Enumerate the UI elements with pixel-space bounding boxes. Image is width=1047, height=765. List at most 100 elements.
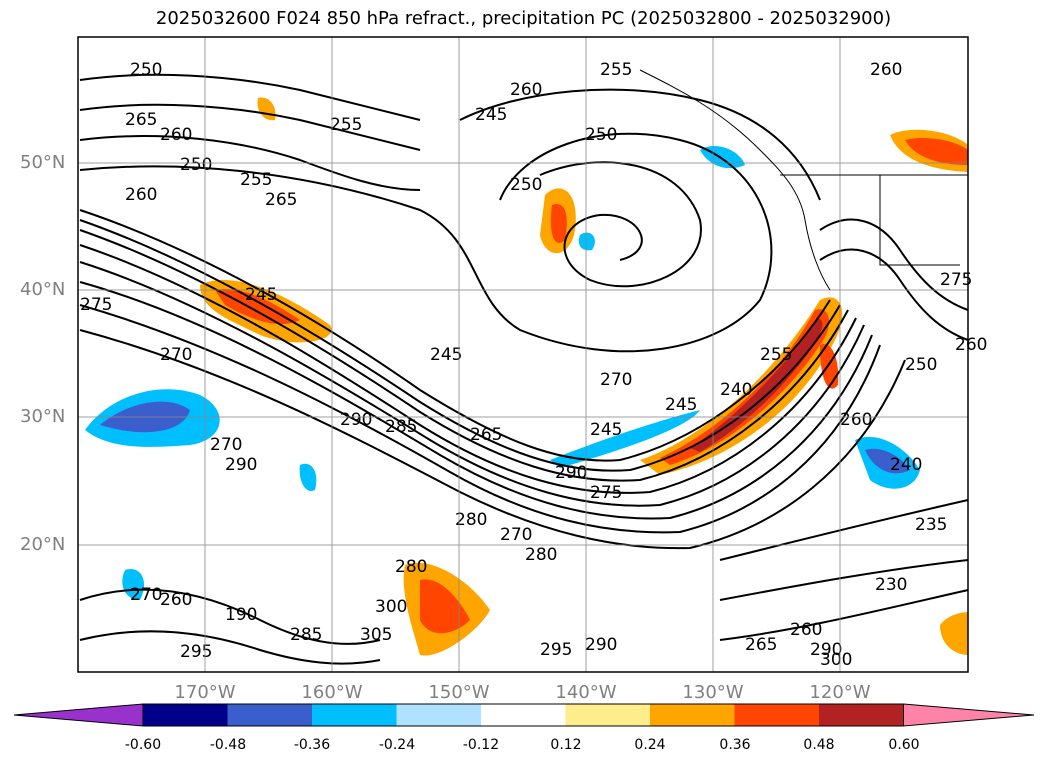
contour-label: 285 [385,417,417,437]
contour-label: 280 [525,545,557,565]
colorbar-tick-label: 0.48 [803,737,835,753]
lat-label-20n: 20°N [20,534,66,555]
colorbar-segment [734,704,819,726]
colorbar-segment [143,704,228,726]
contour-label: 240 [720,380,752,400]
contour-label: 235 [915,515,947,535]
colorbar-segment [565,704,650,726]
contour-label: 270 [130,585,162,605]
contour-label: 300 [375,597,407,617]
contour-label: 245 [430,345,462,365]
contour-label: 260 [125,185,157,205]
precip-patch-cyan-1 [578,232,595,251]
colorbar-tick-label: 0.36 [719,737,751,753]
contour-label: 260 [510,80,542,100]
map-title: 2025032600 F024 850 hPa refract., precip… [155,8,892,29]
contour-label: 290 [340,410,372,430]
contour-label: 260 [160,590,192,610]
colorbar-extend-high [903,703,1035,727]
contour-label: 275 [80,295,112,315]
refractivity-contours [79,73,969,665]
precip-patch-north-red [550,204,567,244]
colorbar-tick-label: -0.48 [209,737,247,753]
contour-label: 265 [745,635,777,655]
contour-label: 265 [125,110,157,130]
lon-label-150w: 150°W [428,682,490,703]
contour-label: 260 [870,60,902,80]
lon-label-130w: 130°W [682,682,744,703]
contour-label: 250 [130,60,162,80]
contour-label: 230 [875,575,907,595]
contour-label: 190 [225,605,257,625]
contour-label: 300 [820,650,852,670]
precip-patch-west-red [215,289,300,325]
precip-patch-orange-3 [257,97,276,121]
lon-label-140w: 140°W [555,682,617,703]
lon-label-170w: 170°W [174,682,236,703]
contour-label: 245 [475,105,507,125]
contour-label: 275 [940,270,972,290]
contour-label: 250 [585,125,617,145]
contour-label: 285 [290,625,322,645]
contour-label: 260 [840,410,872,430]
lat-label-30n: 30°N [20,406,66,427]
contour-label: 260 [955,335,987,355]
precip-patch-front-blue [550,410,700,468]
precip-patch-orange-2 [820,344,839,389]
colorbar-tick-label: -0.60 [124,737,162,753]
colorbar-segment [312,704,397,726]
map-frame [77,36,969,673]
precip-patch-ne-red [905,138,968,165]
contour-label: 290 [555,463,587,483]
contour-label: 280 [455,510,487,530]
graticule [78,37,968,672]
contour-label: 295 [540,640,572,660]
contour-label: 255 [330,115,362,135]
precip-patch-front-orange [640,297,843,475]
contour-label: 255 [600,60,632,80]
colorbar [13,703,1035,727]
contour-label: 275 [590,483,622,503]
colorbar-tick-label: -0.24 [378,737,416,753]
precip-patch-south-red [420,579,470,634]
lat-label-40n: 40°N [20,279,66,300]
contour-label: 290 [585,635,617,655]
contour-label: 255 [240,170,272,190]
lon-label-160w: 160°W [301,682,363,703]
colorbar-segment [481,704,566,726]
colorbar-tick-label: 0.12 [550,737,582,753]
contour-label: 290 [810,640,842,660]
contour-label: 250 [510,175,542,195]
contour-label: 270 [500,525,532,545]
colorbar-segment [227,704,312,726]
coastline [639,69,968,291]
contour-label: 280 [395,557,427,577]
colorbar-extend-low [13,703,144,727]
contour-label: 250 [180,155,212,175]
contour-label: 270 [210,435,242,455]
contour-label: 245 [665,395,697,415]
contour-label: 260 [790,620,822,640]
contour-label: 270 [160,345,192,365]
contour-label: 260 [160,125,192,145]
colorbar-tick-label: 0.24 [634,737,666,753]
colorbar-tick-label: -0.12 [462,737,500,753]
colorbar-segment [650,704,735,726]
colorbar-segment [396,704,481,726]
precip-patch-cyan-3 [299,463,317,491]
colorbar-segment [819,704,904,726]
contour-label: 245 [590,420,622,440]
colorbar-tick-label: -0.36 [293,737,331,753]
contour-label: 255 [760,345,792,365]
precip-patch-cyan-4 [122,569,145,600]
lat-label-50n: 50°N [20,152,66,173]
lon-label-120w: 120°W [809,682,871,703]
contour-label: 265 [470,425,502,445]
contour-label: 245 [245,285,277,305]
contour-label: 270 [600,370,632,390]
contour-label: 305 [360,625,392,645]
colorbar-tick-label: 0.60 [888,737,920,753]
colorbar-frame [142,703,904,727]
